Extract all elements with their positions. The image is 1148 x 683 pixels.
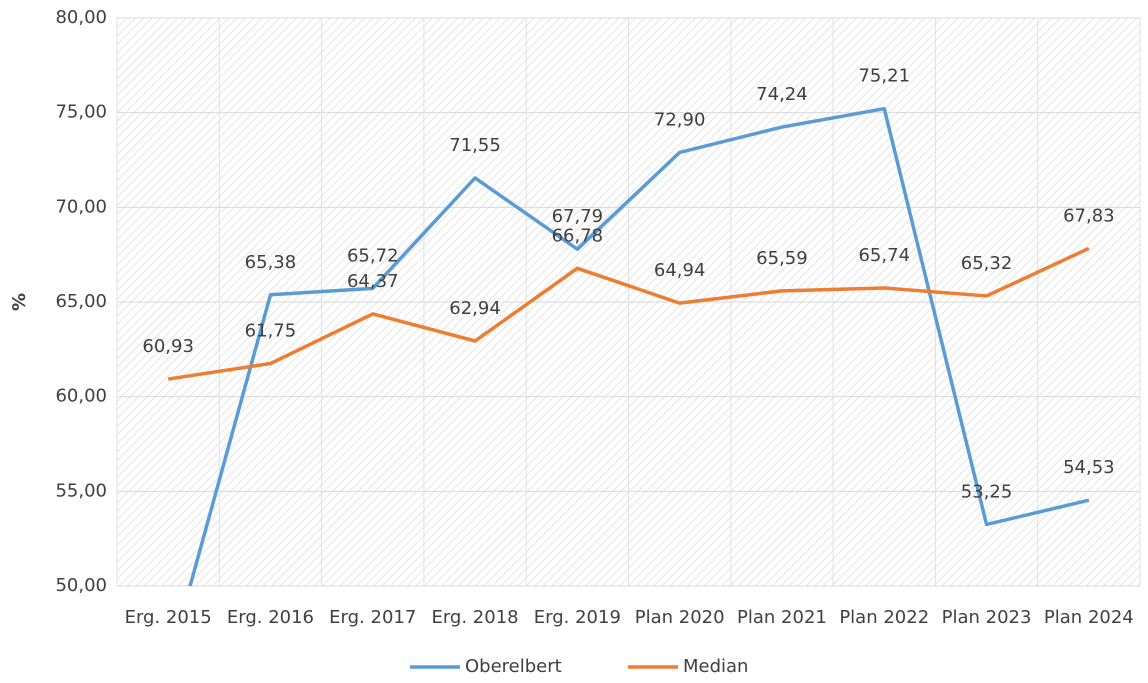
series-line [167, 246, 1090, 381]
data-label: 67,79 [552, 206, 604, 227]
data-label: 65,72 [347, 245, 399, 266]
y-tick-label: 70,00 [55, 196, 107, 217]
lines [167, 106, 1090, 586]
x-tick-label: Erg. 2017 [329, 607, 416, 628]
series-line [188, 106, 1090, 586]
x-tick-label: Erg. 2018 [431, 607, 518, 628]
data-label: 65,32 [961, 253, 1013, 274]
data-label: 64,94 [654, 260, 706, 281]
data-label: 64,37 [347, 271, 399, 292]
y-tick-label: 65,00 [55, 291, 107, 312]
x-tick-label: Plan 2024 [1044, 607, 1134, 628]
x-tick-label: Plan 2022 [839, 607, 929, 628]
data-label: 75,21 [858, 66, 910, 87]
x-tick-label: Erg. 2016 [227, 607, 314, 628]
data-label: 72,90 [654, 109, 706, 130]
x-tick-label: Erg. 2019 [534, 607, 621, 628]
y-axis-label: % [9, 293, 30, 311]
y-tick-label: 55,00 [55, 480, 107, 501]
x-tick-label: Plan 2021 [737, 607, 827, 628]
data-label: 67,83 [1063, 205, 1115, 226]
data-label: 66,78 [552, 225, 604, 246]
data-label: 62,94 [449, 298, 501, 319]
y-tick-label: 80,00 [55, 7, 107, 28]
data-label: 53,25 [961, 481, 1013, 502]
y-tick-label: 75,00 [55, 102, 107, 123]
data-label: 61,75 [245, 321, 297, 342]
data-label: 60,93 [142, 336, 194, 357]
y-tick-label: 60,00 [55, 386, 107, 407]
data-label: 65,38 [245, 252, 297, 273]
data-label: 74,24 [756, 84, 808, 105]
data-label: 54,53 [1063, 457, 1115, 478]
x-tick-label: Erg. 2015 [125, 607, 212, 628]
x-tick-label: Plan 2020 [635, 607, 725, 628]
data-label: 71,55 [449, 135, 501, 156]
data-label: 65,74 [858, 245, 910, 266]
data-label: 65,59 [756, 248, 808, 269]
x-tick-label: Plan 2023 [942, 607, 1032, 628]
y-tick-label: 50,00 [55, 575, 107, 596]
legend-label: Oberelbert [465, 656, 562, 677]
legend-label: Median [683, 656, 748, 677]
